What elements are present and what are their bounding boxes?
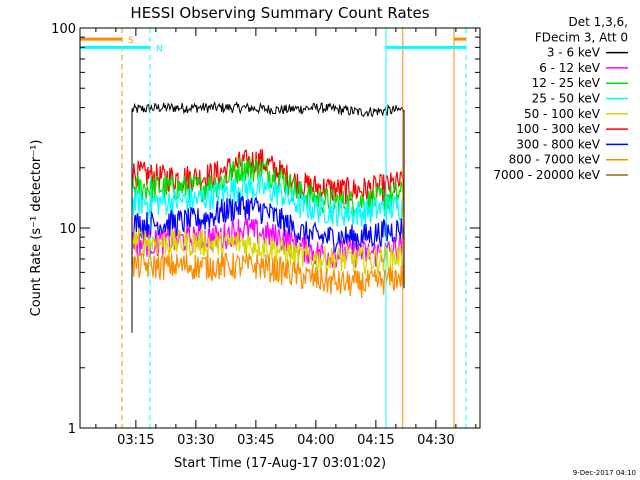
y-axis-label: Count Rate (s⁻¹ detector⁻¹) [29,140,44,317]
series-line-800-7000kev [131,252,405,299]
series-line-100-300kev [131,148,405,205]
x-axis-label: Start Time (17-Aug-17 03:01:02) [174,456,386,471]
series-line-25-50kev [131,173,405,227]
series-line-300-800kev [131,192,405,254]
marker-label-s: S [128,36,134,46]
x-tick-label: 03:30 [177,433,214,448]
series-line-3-6kev [131,100,405,118]
footer-timestamp: 9-Dec-2017 04:10 [573,469,636,477]
x-tick-label: 03:45 [237,433,274,448]
y-tick-label: 10 [59,222,76,237]
legend-header: FDecim 3, Att 0 [535,30,628,44]
x-tick-label: 04:00 [297,433,334,448]
legend-entry-label: 12 - 25 keV [532,76,601,90]
x-tick-label: 04:30 [417,433,454,448]
legend-header: Det 1,3,6, [569,15,629,29]
legend-entry-label: 25 - 50 keV [532,92,601,106]
series-group [131,100,405,299]
legend-entry-label: 800 - 7000 keV [509,153,601,167]
y-tick-label: 1 [68,422,76,437]
legend-entry-label: 100 - 300 keV [516,122,600,136]
series-line-50-100kev [131,227,405,277]
legend-entry-label: 6 - 12 keV [539,61,601,75]
x-tick-label: 04:15 [357,433,394,448]
legend-entry-label: 50 - 100 keV [524,107,601,121]
y-tick-label: 100 [51,22,76,37]
legend-entry-label: 3 - 6 keV [547,46,601,60]
legend-entry-label: 7000 - 20000 keV [493,168,600,182]
chart-title: HESSI Observing Summary Count Rates [130,4,429,22]
x-tick-label: 03:15 [117,433,154,448]
legend-entry-label: 300 - 800 keV [516,137,600,151]
marker-label-n: N [156,44,163,54]
